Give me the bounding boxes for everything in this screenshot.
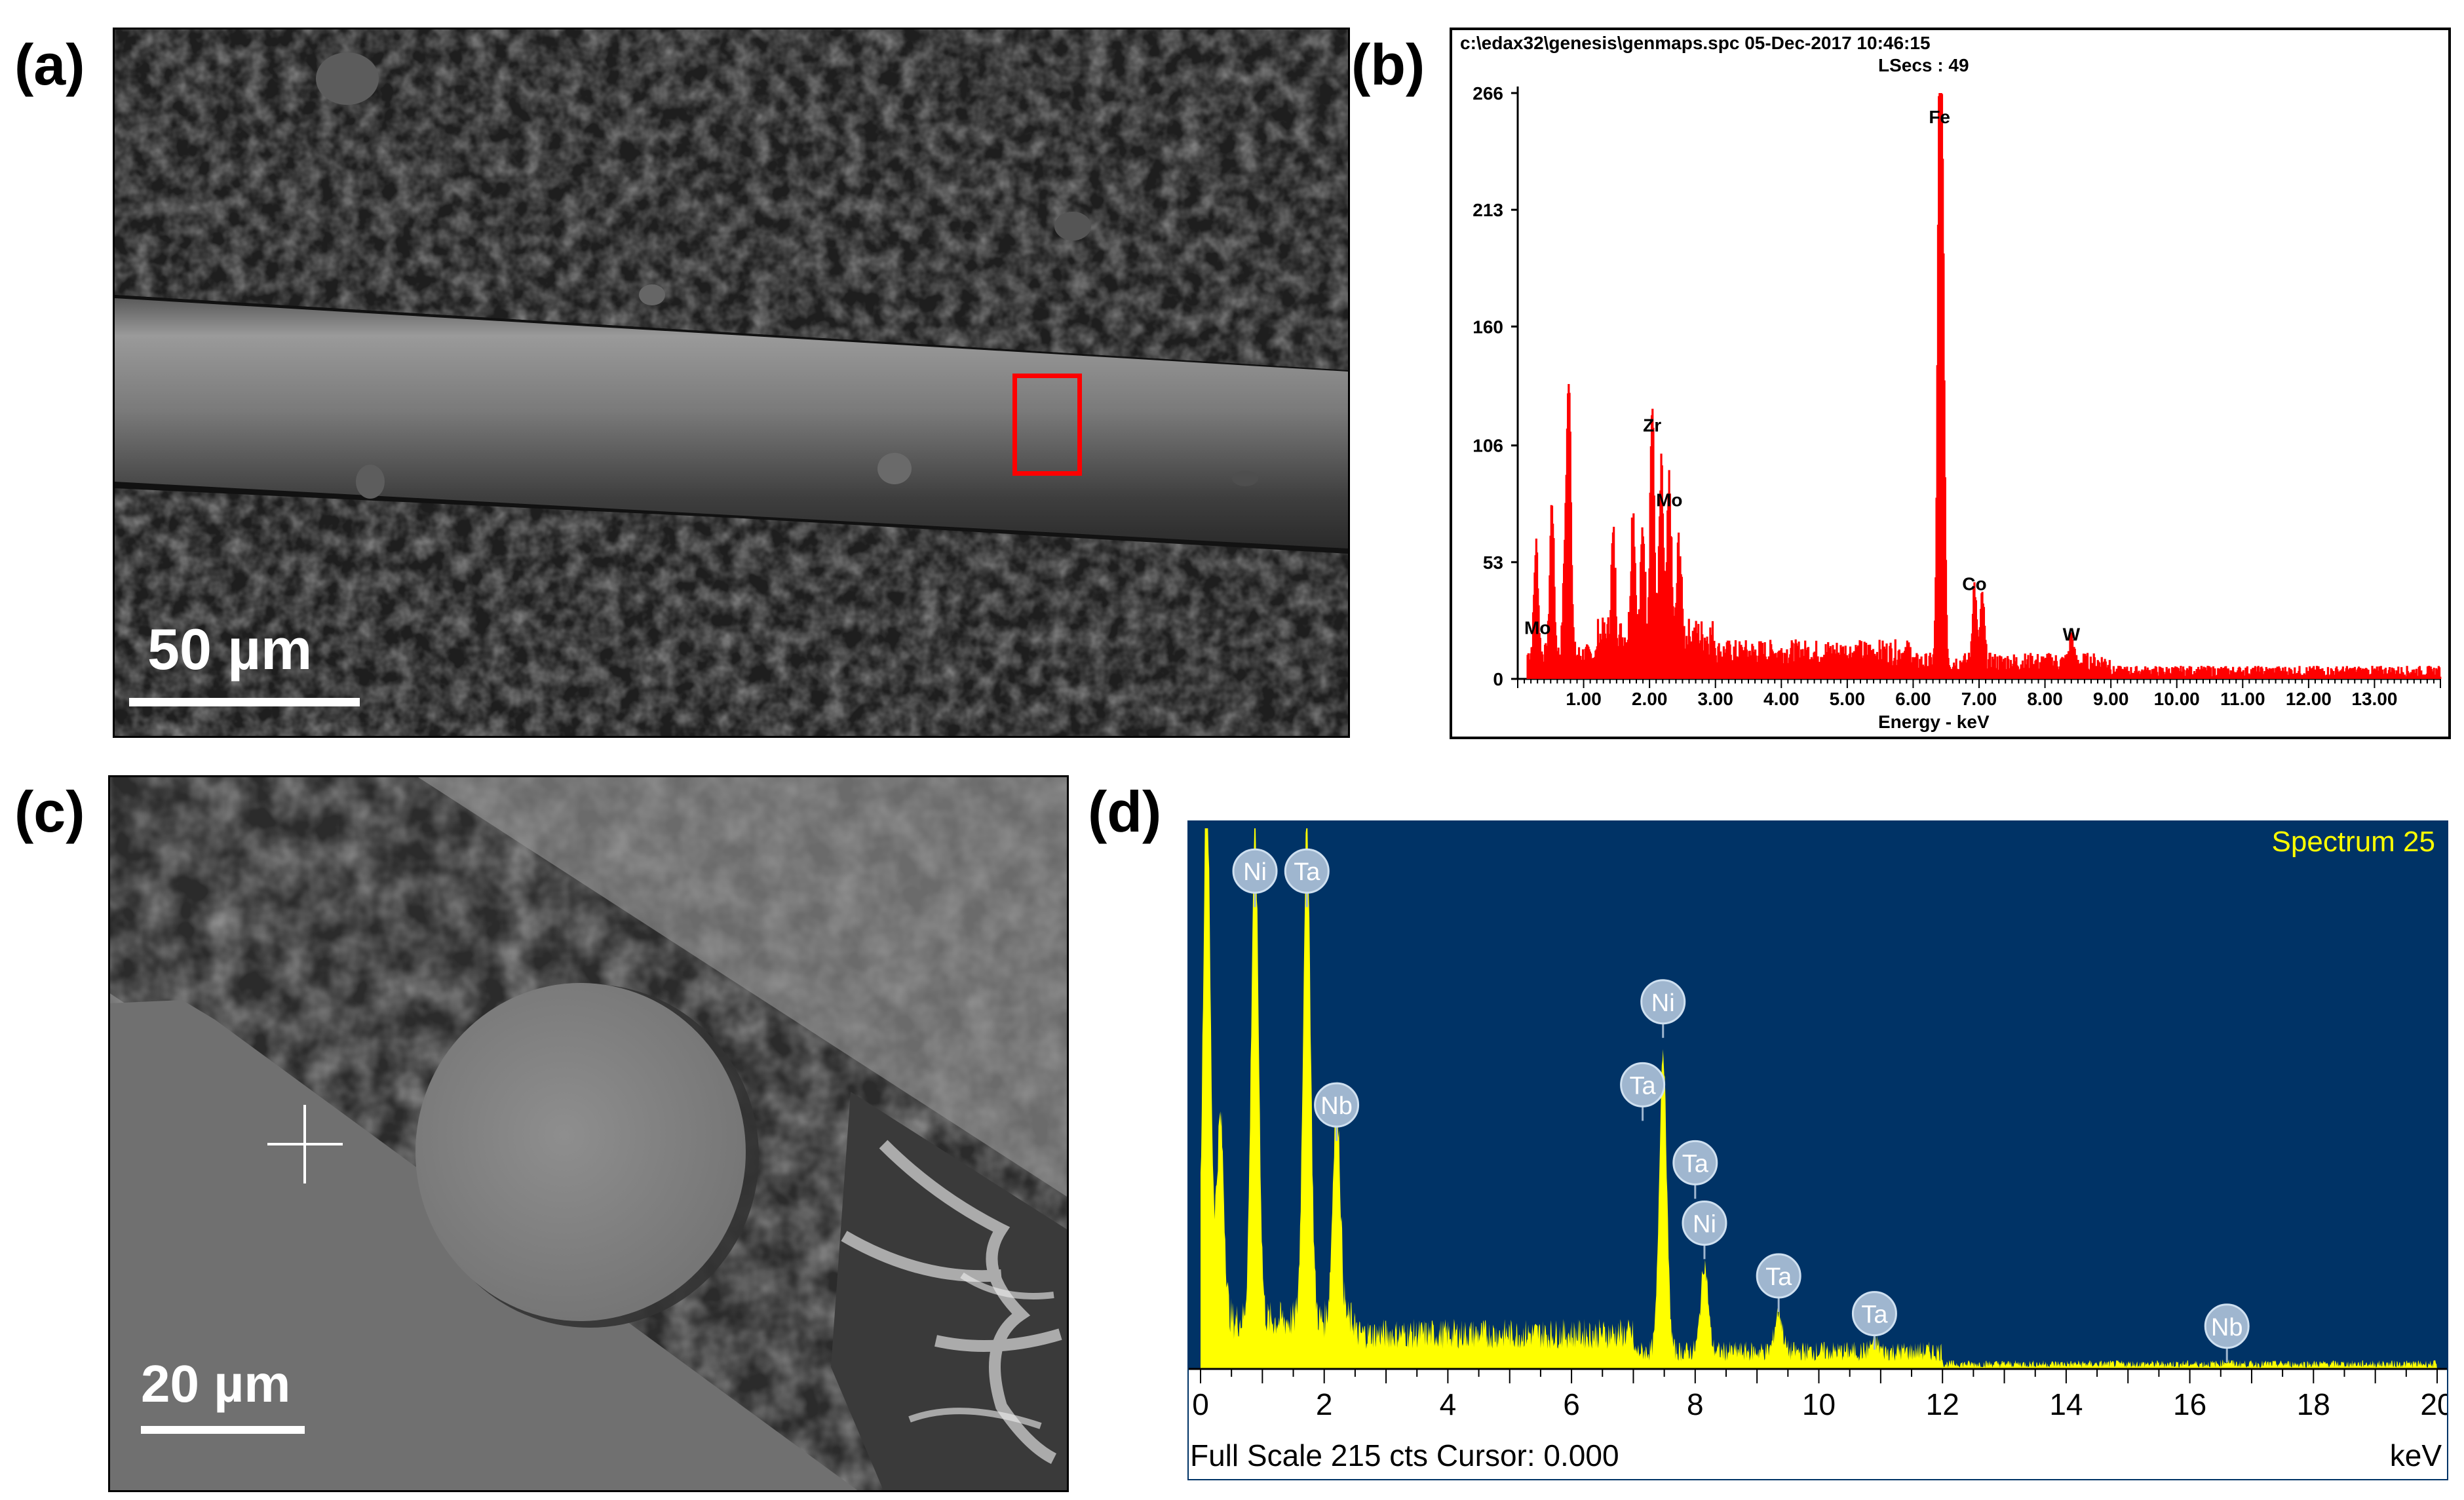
b-y-tick-label: 213 [1473,200,1503,220]
scale-bar-a [129,698,360,706]
d-x-tick-label: 10 [1802,1387,1836,1421]
svg-text:Ni: Ni [1651,990,1675,1017]
panel-a-sem-image: 50 µm [113,28,1350,738]
d-peak-label: Ta [1756,1253,1801,1313]
b-peak-label: W [2063,625,2081,645]
d-x-tick-label: 16 [2173,1387,2206,1421]
d-peak-label: Ta [1851,1291,1897,1350]
d-spectrum-title: Spectrum 25 [2271,826,2435,858]
svg-text:Ta: Ta [1682,1150,1709,1178]
d-peak-label: Ni [1232,848,1278,908]
b-y-tick-label: 106 [1473,436,1503,456]
b-x-tick-label: 8.00 [2027,689,2063,709]
b-x-tick-label: 11.00 [2220,689,2265,709]
b-header-line2: LSecs : 49 [1878,55,1969,75]
b-peak-label: Zr [1643,415,1661,435]
b-x-tick-label: 2.00 [1632,689,1668,709]
d-spectrum-svg: 0 2 4 6 8 10 12 14 16 18 20 Ni Ta Nb Ni Ta Ta Ni Ta Ta Nb [1189,822,2447,1421]
panel-d-label: (d) [1088,779,1162,844]
panel-c-sem-image: 20 µm [108,775,1069,1492]
b-x-tick-label: 9.00 [2093,689,2129,709]
svg-text:Nb: Nb [1320,1092,1353,1120]
d-peak-label: Ta [1284,848,1330,908]
sem-image-a-graphic [115,29,1348,736]
b-y-tick-label: 53 [1483,552,1503,573]
svg-text:Ta: Ta [1630,1072,1657,1100]
d-peak-label: Ni [1640,979,1686,1038]
svg-text:Ni: Ni [1243,858,1267,886]
svg-text:Ta: Ta [1861,1301,1888,1329]
panel-a-label: (a) [14,32,85,97]
d-peak-label: Ta [1620,1062,1666,1121]
svg-text:Nb: Nb [2211,1314,2243,1341]
svg-text:Ni: Ni [1693,1210,1716,1238]
b-peak-label: Mo [1524,618,1550,638]
scale-label-a: 50 µm [147,617,313,682]
b-header-line1: c:\edax32\genesis\genmaps.spc 05-Dec-201… [1460,33,1931,53]
b-xlabel: Energy - keV [1878,712,1990,732]
d-x-tick-label: 2 [1316,1387,1333,1421]
b-y-tick-label: 0 [1493,669,1503,689]
b-x-tick-label: 3.00 [1697,689,1733,709]
b-x-tick-label: 1.00 [1566,689,1602,709]
d-x-unit: keV [2389,1438,2442,1472]
d-x-tick-label: 14 [2049,1387,2083,1421]
b-x-tick-label: 4.00 [1763,689,1800,709]
d-x-tick-label: 0 [1192,1387,1209,1421]
sem-image-c-graphic [110,777,1067,1490]
b-x-tick-label: 7.00 [1961,689,1997,709]
b-peak-label: Mo [1656,490,1682,510]
d-x-tick-label: 12 [1926,1387,1959,1421]
d-x-tick-label: 4 [1440,1387,1457,1421]
d-peak-label: Nb [1314,1082,1360,1142]
panel-d-chart: 0 2 4 6 8 10 12 14 16 18 20 Ni Ta Nb Ni Ta Ta Ni Ta Ta Nb Sp… [1187,820,2448,1480]
b-x-tick-label: 6.00 [1895,689,1931,709]
b-x-tick-label: 12.00 [2286,689,2332,709]
d-x-tick-label: 6 [1563,1387,1580,1421]
d-peak-label: Ni [1682,1200,1727,1260]
b-y-tick-label: 160 [1473,317,1503,337]
d-x-tick-label: 18 [2297,1387,2330,1421]
roi-box [1012,374,1082,476]
scale-label-c: 20 µm [141,1355,291,1413]
d-peak-label: Ta [1672,1140,1718,1199]
panel-b-chart: c:\edax32\genesis\genmaps.spc 05-Dec-201… [1450,28,2451,739]
b-x-tick-label: 5.00 [1830,689,1866,709]
b-peak-label: Fe [1929,107,1950,127]
svg-text:Ta: Ta [1765,1263,1792,1291]
b-y-tick-label: 266 [1473,83,1503,104]
b-x-tick-label: 10.00 [2154,689,2200,709]
panel-b-label: (b) [1351,32,1425,97]
scale-bar-c [141,1426,305,1434]
panel-c-label: (c) [14,779,85,844]
b-spectrum-series [1526,93,2442,679]
svg-text:Ta: Ta [1294,858,1320,886]
b-peak-label: Co [1962,573,1986,594]
b-x-tick-label: 13.00 [2351,689,2397,709]
b-spectrum-svg: 0 53 106 160 213 266 1.00 2.00 3.00 4.00 5.00 6.00 7… [1473,83,2442,709]
d-footer-text: Full Scale 215 cts Cursor: 0.000 [1190,1438,1619,1472]
d-plot-background [1189,822,2447,1369]
d-peak-label: Nb [2204,1303,2250,1362]
d-x-tick-label: 20 [2420,1387,2447,1421]
d-x-tick-label: 8 [1687,1387,1704,1421]
